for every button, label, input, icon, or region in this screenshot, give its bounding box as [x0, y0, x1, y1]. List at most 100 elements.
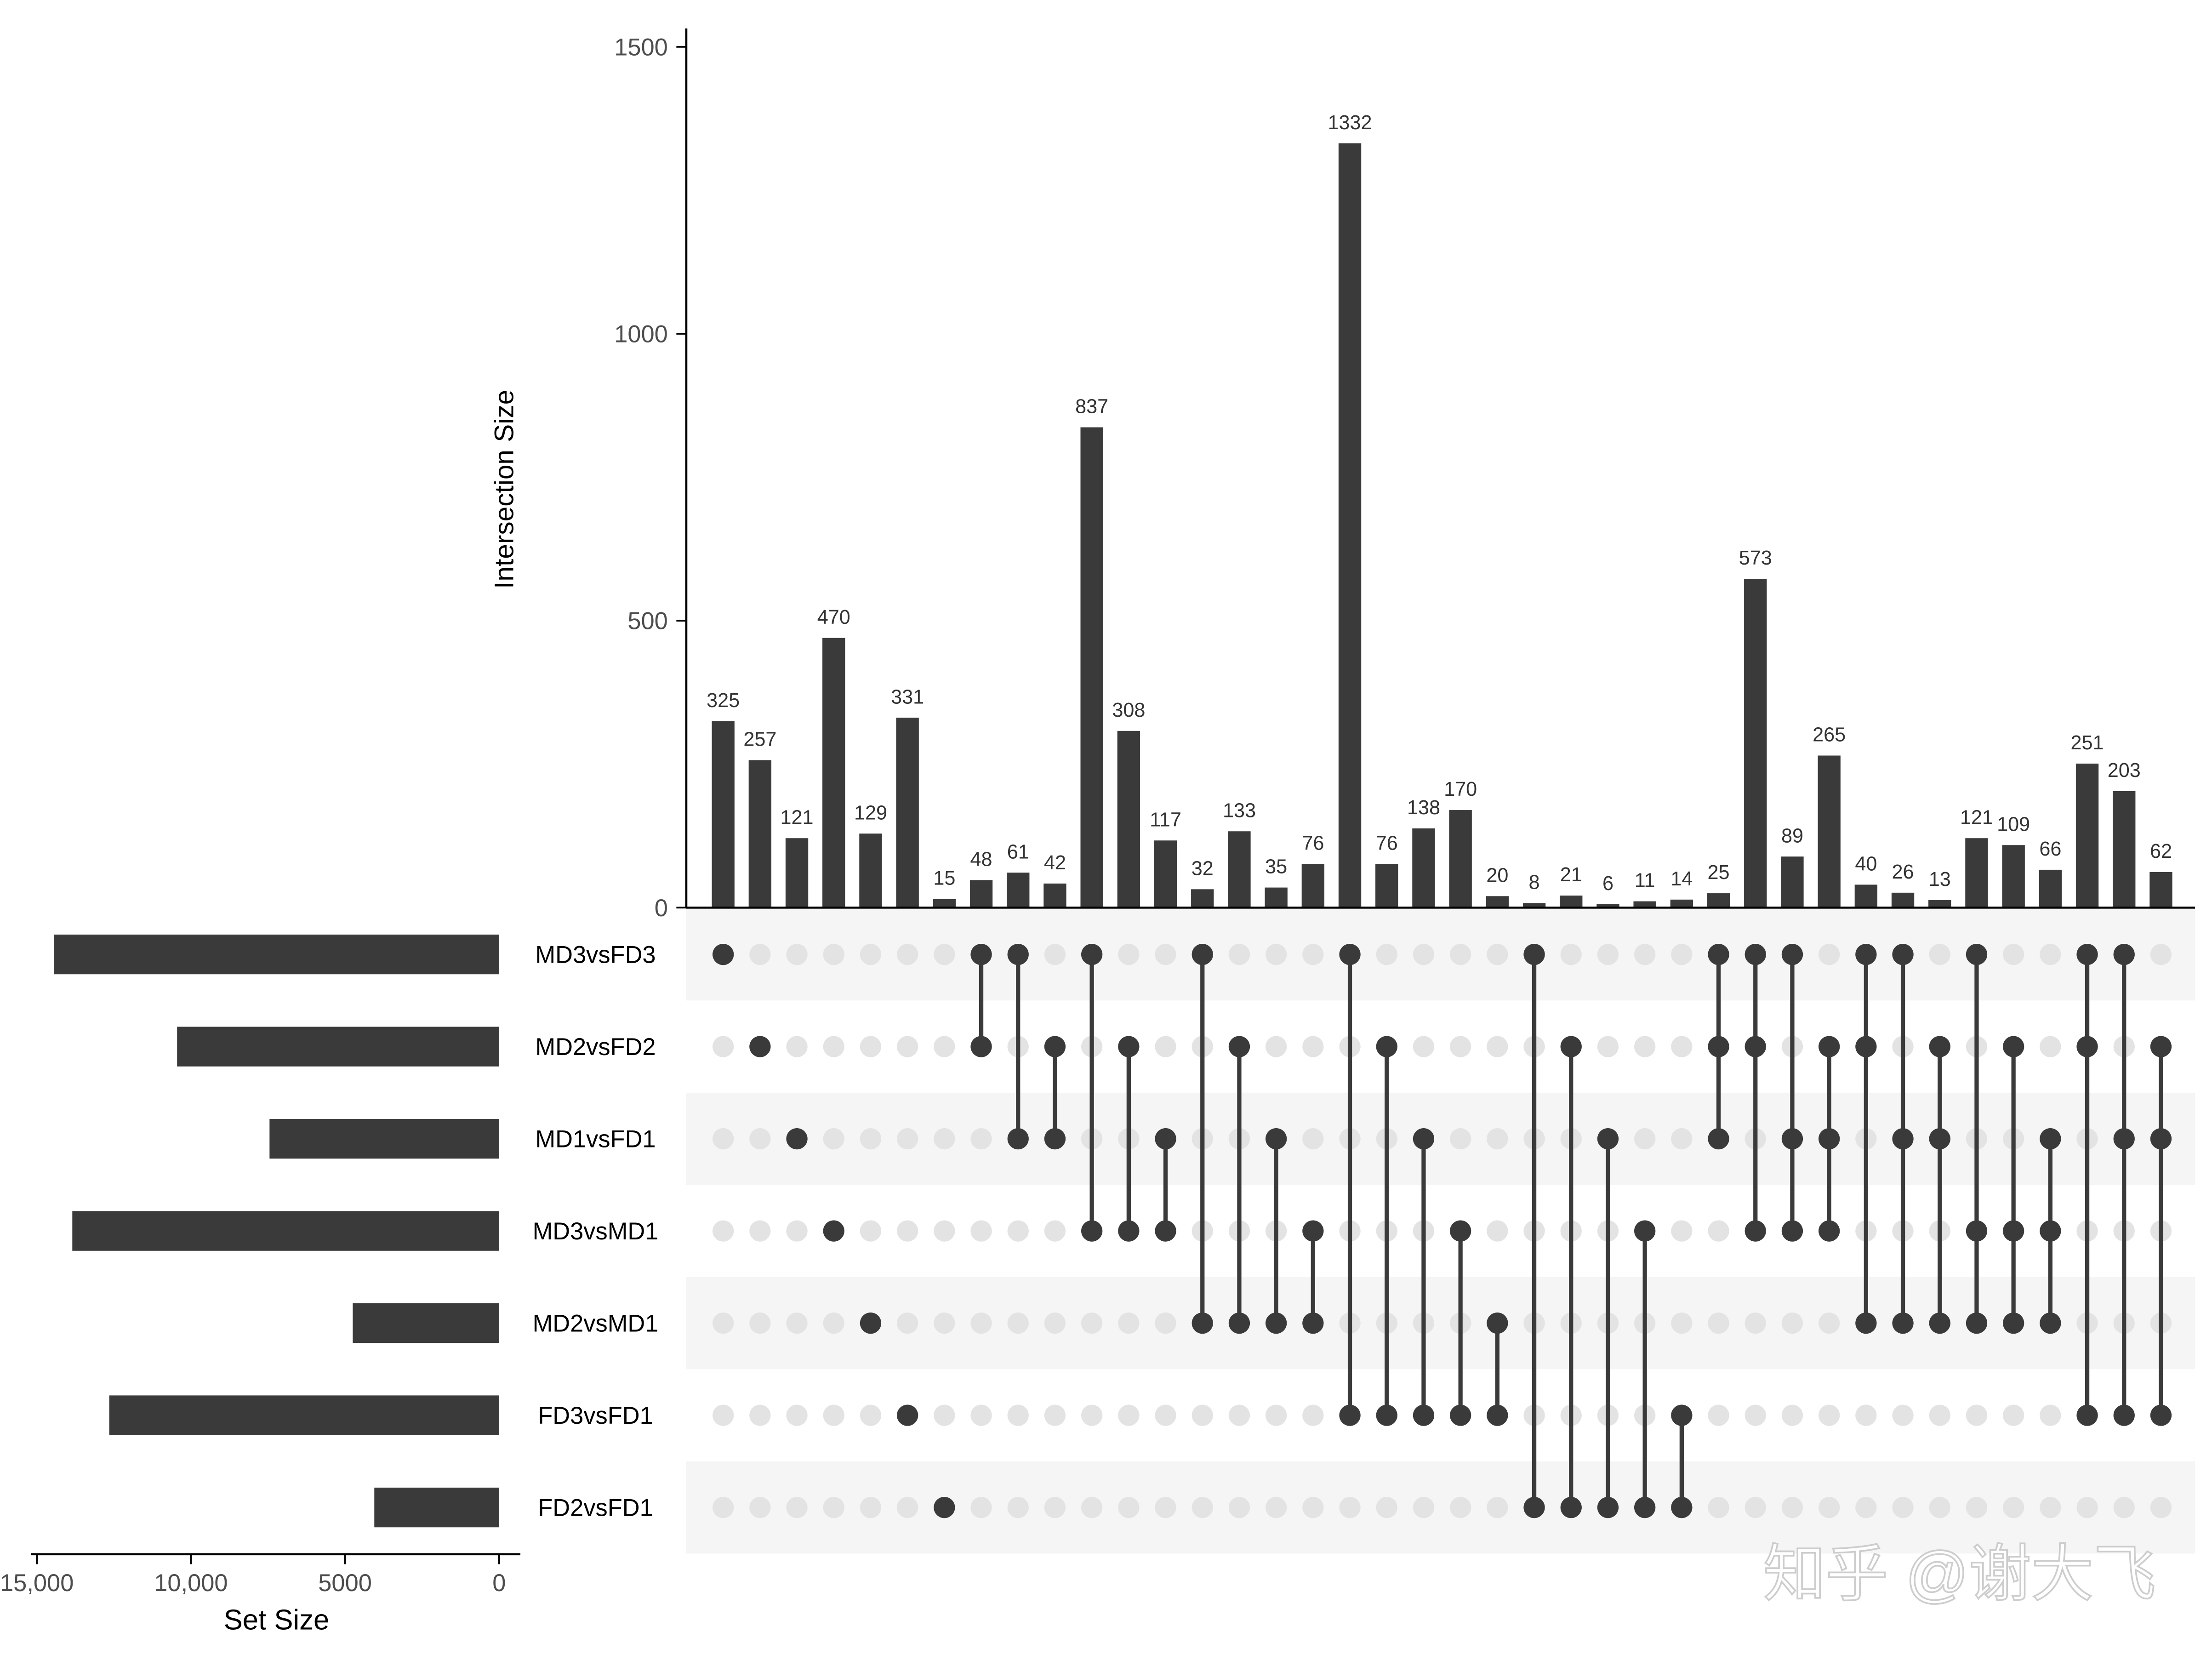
matrix-dot-empty — [934, 1036, 955, 1057]
matrix-dot-filled — [970, 1036, 992, 1057]
matrix-dot-empty — [1413, 1496, 1435, 1518]
matrix-dot-empty — [1560, 943, 1582, 965]
matrix-dot-empty — [1228, 1404, 1250, 1426]
matrix-dot-empty — [1708, 1404, 1729, 1426]
matrix-dot-filled — [1228, 1036, 1250, 1057]
intersection-bar — [1965, 838, 1988, 908]
intersection-bar — [896, 718, 919, 908]
matrix-dot-empty — [2150, 1496, 2172, 1518]
matrix-dot-empty — [970, 1312, 992, 1334]
matrix-dot-filled — [1929, 1128, 1950, 1150]
matrix-dot-filled — [2076, 1036, 2098, 1057]
matrix-dot-empty — [1855, 1404, 1877, 1426]
matrix-dot-filled — [1929, 1312, 1950, 1334]
bar-value-label: 25 — [1708, 862, 1730, 884]
bar-value-label: 837 — [1075, 396, 1108, 418]
matrix-dot-filled — [2040, 1312, 2061, 1334]
intersection-bar — [748, 760, 772, 908]
matrix-dot-empty — [786, 1496, 808, 1518]
matrix-dot-filled — [1376, 1404, 1397, 1426]
matrix-dot-empty — [1266, 1496, 1287, 1518]
matrix-dot-filled — [1413, 1128, 1435, 1150]
bar-value-label: 203 — [2108, 759, 2141, 782]
matrix-dot-empty — [934, 1220, 955, 1242]
matrix-dot-filled — [1708, 943, 1729, 965]
matrix-dot-empty — [1892, 1496, 1914, 1518]
set-size-bar — [54, 934, 499, 975]
intersection-bar — [1449, 810, 1472, 908]
bar-value-label: 133 — [1223, 799, 1256, 822]
bar-value-label: 26 — [1892, 861, 1914, 883]
intersection-bar — [1928, 900, 1951, 908]
matrix-dot-empty — [1745, 1404, 1766, 1426]
matrix-dot-empty — [2003, 1404, 2024, 1426]
bar-value-label: 13 — [1929, 868, 1951, 890]
matrix-dot-filled — [1523, 943, 1545, 965]
intersection-bar — [1338, 143, 1362, 908]
matrix-dot-filled — [1745, 1036, 1766, 1057]
intersection-bar — [1043, 883, 1066, 908]
matrix-dot-empty — [1634, 1128, 1656, 1150]
matrix-dot-empty — [1819, 1404, 1840, 1426]
matrix-dot-empty — [2003, 1496, 2024, 1518]
matrix-dot-filled — [1339, 1404, 1361, 1426]
matrix-dot-empty — [1118, 943, 1140, 965]
matrix-dot-empty — [1007, 1312, 1029, 1334]
matrix-dot-empty — [1819, 943, 1840, 965]
matrix-dot-empty — [2040, 1496, 2061, 1518]
matrix-dot-empty — [860, 1496, 882, 1518]
intersection-bar — [859, 833, 882, 908]
matrix-dot-empty — [749, 1496, 771, 1518]
matrix-dot-empty — [786, 943, 808, 965]
intersection-bar — [712, 721, 735, 908]
matrix-dot-filled — [1118, 1036, 1140, 1057]
bar-value-label: 325 — [707, 690, 740, 712]
matrix-dot-filled — [1155, 1128, 1176, 1150]
intersection-bar — [1265, 887, 1288, 908]
matrix-dot-empty — [1929, 943, 1950, 965]
bar-value-label: 89 — [1781, 825, 1803, 847]
matrix-dot-empty — [1450, 1496, 1471, 1518]
bar-value-label: 121 — [781, 806, 814, 828]
intersection-bar — [1744, 579, 1767, 908]
set-name-label: FD3vsFD1 — [538, 1403, 653, 1429]
intersection-bar — [2075, 763, 2099, 908]
matrix-dot-filled — [1708, 1036, 1729, 1057]
matrix-dot-empty — [1118, 1312, 1140, 1334]
matrix-dot-empty — [2150, 943, 2172, 965]
matrix-dot-empty — [1118, 1496, 1140, 1518]
matrix-dot-empty — [1081, 1404, 1103, 1426]
matrix-dot-empty — [1155, 943, 1176, 965]
matrix-dot-filled — [1081, 943, 1103, 965]
matrix-dot-empty — [1413, 943, 1435, 965]
intersection-bar — [1228, 831, 1251, 908]
matrix-dot-filled — [2040, 1220, 2061, 1242]
bar-value-label: 11 — [1635, 870, 1655, 892]
matrix-dot-filled — [1781, 1128, 1803, 1150]
matrix-dot-empty — [1081, 1312, 1103, 1334]
matrix-dot-empty — [1044, 1220, 1066, 1242]
matrix-dot-empty — [897, 1312, 918, 1334]
matrix-dot-filled — [2076, 1404, 2098, 1426]
set-size-bar — [72, 1211, 499, 1251]
bar-value-label: 62 — [2150, 840, 2172, 862]
matrix-dot-filled — [1671, 1496, 1693, 1518]
matrix-dot-empty — [1966, 1496, 1988, 1518]
matrix-dot-empty — [1007, 1496, 1029, 1518]
intersection-bar — [1633, 901, 1656, 908]
matrix-dot-filled — [786, 1128, 808, 1150]
matrix-dot-empty — [786, 1220, 808, 1242]
bar-value-label: 14 — [1670, 868, 1693, 890]
intersection-bar — [1117, 730, 1140, 908]
matrix-dot-empty — [1192, 1404, 1213, 1426]
matrix-dot-filled — [2150, 1128, 2172, 1150]
matrix-dot-filled — [1855, 943, 1877, 965]
bar-value-label: 66 — [2039, 838, 2061, 860]
intersection-bar — [2002, 845, 2025, 908]
matrix-dot-empty — [2040, 943, 2061, 965]
matrix-dot-empty — [1487, 1496, 1508, 1518]
matrix-dot-empty — [1597, 1036, 1619, 1057]
intersection-bar — [933, 899, 956, 908]
intersection-bar — [1707, 893, 1730, 908]
matrix-dot-empty — [1266, 1036, 1287, 1057]
